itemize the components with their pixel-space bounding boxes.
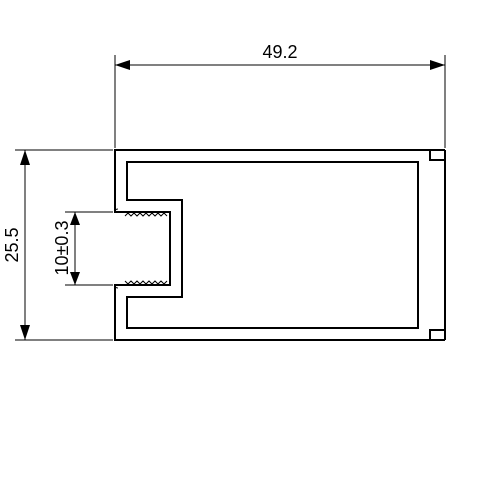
profile-section bbox=[115, 150, 445, 340]
slot-serrations bbox=[125, 213, 167, 284]
dimension-height-label: 25.5 bbox=[2, 227, 22, 262]
dimension-slot: 10±0.3 bbox=[52, 212, 113, 285]
dimension-width-label: 49.2 bbox=[262, 42, 297, 62]
dimension-width: 49.2 bbox=[115, 42, 445, 148]
dimension-slot-label: 10±0.3 bbox=[52, 221, 72, 276]
technical-drawing: 49.2 25.5 10±0.3 bbox=[0, 0, 500, 500]
